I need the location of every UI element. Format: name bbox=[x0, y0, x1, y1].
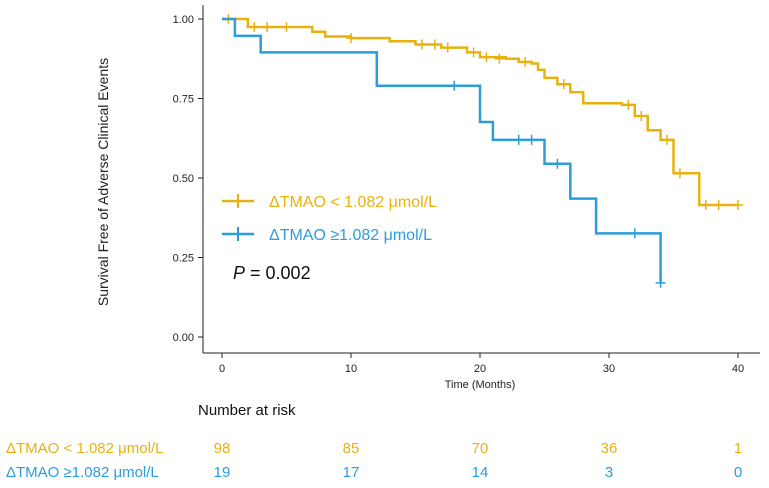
risk-value: 1 bbox=[733, 440, 743, 457]
risk-row-label-1: ΔTMAO ≥1.082 μmol/L bbox=[6, 464, 159, 481]
x-tick-label: 40 bbox=[732, 363, 744, 375]
risk-value: 36 bbox=[600, 440, 618, 457]
y-tick-label: 0.75 bbox=[173, 94, 194, 106]
p-value-text: = 0.002 bbox=[245, 263, 311, 283]
y-tick-label: 0.00 bbox=[173, 332, 194, 344]
p-value-annotation: P = 0.002 bbox=[233, 263, 311, 283]
risk-value: 14 bbox=[471, 464, 489, 481]
risk-value: 85 bbox=[342, 440, 360, 457]
y-tick-label: 0.25 bbox=[173, 253, 194, 265]
risk-row-0: ΔTMAO < 1.082 μmol/L 98 85 70 36 1 bbox=[0, 440, 769, 460]
y-tick-label: 1.00 bbox=[173, 14, 194, 26]
legend-label-0: ΔTMAO < 1.082 μmol/L bbox=[269, 194, 437, 211]
risk-row-label-0: ΔTMAO < 1.082 μmol/L bbox=[6, 440, 164, 457]
x-tick-label: 30 bbox=[603, 363, 615, 375]
y-axis: 0.00 0.25 0.50 0.75 1.00 bbox=[173, 5, 204, 353]
risk-value: 19 bbox=[213, 464, 231, 481]
risk-row-1: ΔTMAO ≥1.082 μmol/L 19 17 14 3 0 bbox=[0, 464, 769, 484]
x-tick-label: 10 bbox=[345, 363, 357, 375]
x-tick-label: 0 bbox=[219, 363, 225, 375]
legend-item-0: ΔTMAO < 1.082 μmol/L bbox=[222, 194, 437, 211]
km-chart: 0.00 0.25 0.50 0.75 1.00 0 10 20 30 40 Time (Mon… bbox=[95, 5, 760, 391]
risk-table-title: Number at risk bbox=[198, 402, 296, 419]
risk-value: 70 bbox=[471, 440, 489, 457]
risk-value: 17 bbox=[342, 464, 360, 481]
series-layer bbox=[222, 14, 743, 288]
risk-value: 3 bbox=[604, 464, 614, 481]
legend-label-1: ΔTMAO ≥1.082 μmol/L bbox=[269, 227, 432, 244]
legend-item-1: ΔTMAO ≥1.082 μmol/L bbox=[222, 227, 432, 244]
series-line-1 bbox=[222, 17, 662, 283]
risk-value: 98 bbox=[213, 440, 231, 457]
legend: ΔTMAO < 1.082 μmol/L ΔTMAO ≥1.082 μmol/L bbox=[222, 194, 437, 244]
x-axis-label: Time (Months) bbox=[445, 379, 516, 391]
x-axis: 0 10 20 30 40 bbox=[203, 352, 760, 375]
risk-value: 0 bbox=[733, 464, 743, 481]
y-axis-label: Survival Free of Adverse Clinical Events bbox=[95, 58, 111, 306]
y-tick-label: 0.50 bbox=[173, 173, 194, 185]
x-tick-label: 20 bbox=[474, 363, 486, 375]
p-value-label: P bbox=[233, 263, 245, 283]
y-ticks: 0.00 0.25 0.50 0.75 1.00 bbox=[173, 14, 203, 344]
x-ticks: 0 10 20 30 40 bbox=[219, 353, 744, 375]
